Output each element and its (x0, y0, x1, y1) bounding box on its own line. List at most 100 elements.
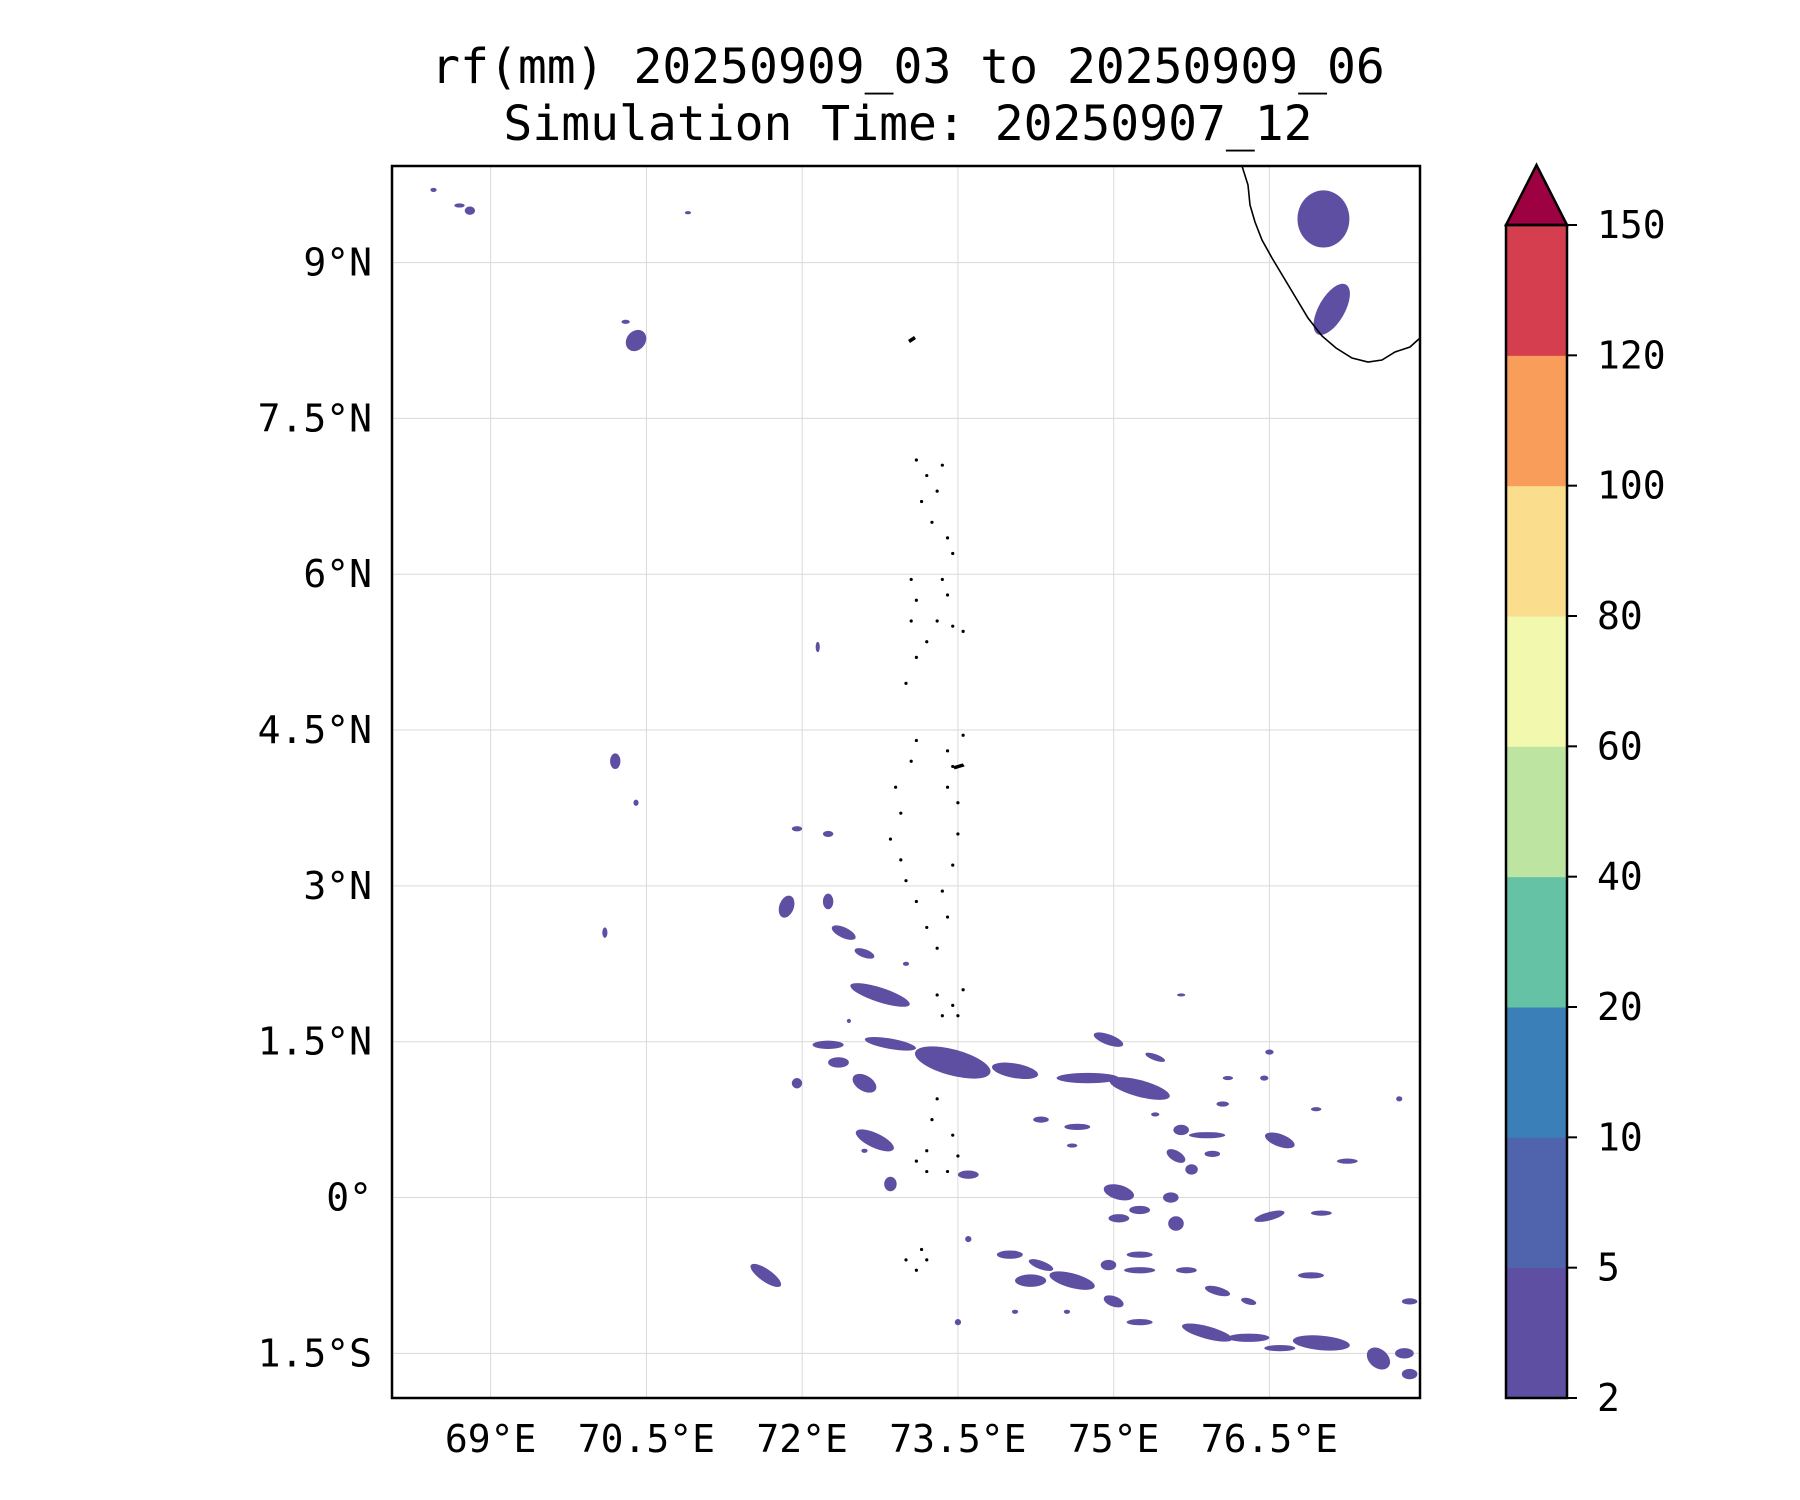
y-axis-ticks: 9°N 7.5°N 6°N 4.5°N 3°N 1.5°N 0° 1.5°S (258, 241, 372, 1376)
x-tick-label: 75°E (1068, 1417, 1160, 1461)
y-tick-label: 6°N (303, 552, 372, 596)
map-frame (390, 164, 1422, 1400)
x-tick-label: 69°E (445, 1417, 537, 1461)
rain-area (1028, 1259, 1054, 1271)
atoll-island (909, 577, 913, 582)
rain-area (965, 1235, 972, 1243)
rain-area (1129, 1205, 1151, 1215)
atoll-island (904, 879, 908, 883)
atoll-island (925, 1149, 929, 1153)
rain-area (1151, 1112, 1160, 1117)
colorbar-label: 60 (1597, 724, 1643, 768)
colorbar-labels: 2 5 10 20 40 60 80 100 120 150 (1567, 203, 1666, 1420)
rain-area (1011, 1309, 1019, 1314)
rain-area (828, 1057, 849, 1068)
chart-title: rf(mm) 20250909_03 to 20250909_06 (431, 39, 1385, 95)
rain-area (1049, 1271, 1095, 1290)
atoll-island (951, 624, 955, 628)
rain-area (1204, 1150, 1221, 1158)
atoll-island (945, 536, 950, 540)
atoll-island (940, 463, 944, 467)
colorbar-label: 5 (1597, 1246, 1620, 1290)
rain-area (1124, 1267, 1156, 1274)
rain-area (1182, 1323, 1233, 1342)
atoll-island (935, 619, 939, 623)
colorbar-label: 80 (1597, 594, 1643, 638)
rain-area (791, 826, 803, 832)
y-tick-label: 0° (326, 1176, 372, 1220)
rain-area (1145, 1052, 1166, 1062)
atoll-island (951, 1133, 955, 1137)
atoll-island (919, 499, 924, 504)
rain-area (1241, 1297, 1257, 1306)
rain-area (1297, 1272, 1324, 1279)
atoll-island (935, 489, 939, 493)
rain-area (1366, 1347, 1391, 1370)
atoll-island (914, 899, 918, 904)
atoll-island (940, 1014, 944, 1018)
rainfall-areas (430, 187, 1418, 1380)
rain-area (884, 1176, 897, 1192)
y-tick-label: 4.5°N (258, 708, 372, 752)
rain-area (1188, 1132, 1226, 1139)
colorbar-label: 10 (1597, 1115, 1643, 1159)
rain-area (1168, 1216, 1184, 1231)
colorbar-bin (1506, 1267, 1567, 1399)
rain-area (778, 895, 795, 918)
colorbar-label: 150 (1597, 203, 1666, 247)
atoll-island (899, 858, 903, 862)
rain-area (1264, 1345, 1296, 1352)
rain-area (1109, 1077, 1170, 1100)
atoll-island (961, 629, 965, 633)
x-tick-label: 72°E (756, 1417, 848, 1461)
gridlines (392, 166, 1420, 1398)
y-tick-label: 3°N (303, 864, 372, 908)
atoll-island (925, 1258, 929, 1262)
rain-area (1175, 1267, 1197, 1274)
map-area (390, 164, 1422, 1400)
rain-area (812, 1040, 844, 1049)
rain-area (1222, 1075, 1234, 1081)
atoll-island (914, 738, 918, 743)
atoll-island (899, 811, 903, 815)
atoll-island (940, 889, 944, 893)
atoll-island (909, 759, 913, 763)
rain-area (1103, 1184, 1135, 1201)
rain-area (864, 1036, 917, 1051)
rain-area (991, 1062, 1039, 1080)
colorbar-bin (1506, 225, 1567, 356)
atoll-island (914, 1268, 918, 1272)
rain-area (1033, 1116, 1049, 1123)
chart-subtitle: Simulation Time: 20250907_12 (503, 96, 1312, 152)
atoll-island (956, 1014, 960, 1018)
colorbar-bin (1506, 746, 1567, 878)
colorbar-label: 2 (1597, 1376, 1620, 1420)
colorbar-extend-arrow (1503, 162, 1570, 227)
atoll-island (945, 593, 950, 597)
atoll-island (935, 946, 939, 950)
rain-area (750, 1263, 782, 1288)
colorbar-bins (1506, 225, 1567, 1399)
rain-area (1260, 1075, 1269, 1081)
rain-area (996, 1250, 1023, 1259)
rain-area (1126, 1251, 1153, 1258)
atoll-island (951, 551, 955, 556)
atoll-island (935, 993, 939, 997)
atoll-island (909, 619, 913, 623)
x-tick-label: 76.5°E (1201, 1417, 1338, 1461)
rain-area (1108, 1214, 1130, 1223)
y-tick-label: 1.5°N (258, 1020, 372, 1064)
atoll-island (930, 520, 934, 524)
rain-area (852, 1073, 877, 1093)
rain-area (625, 329, 647, 352)
rain-area (854, 948, 875, 959)
atoll-island (945, 785, 950, 789)
rain-area (633, 799, 639, 806)
atoll-island (945, 915, 950, 919)
rain-area (1185, 1164, 1198, 1175)
rain-area (430, 187, 437, 192)
atoll-island (894, 785, 898, 789)
rain-area (1204, 1285, 1231, 1297)
colorbar-label: 120 (1597, 333, 1666, 377)
rain-area (602, 927, 608, 938)
